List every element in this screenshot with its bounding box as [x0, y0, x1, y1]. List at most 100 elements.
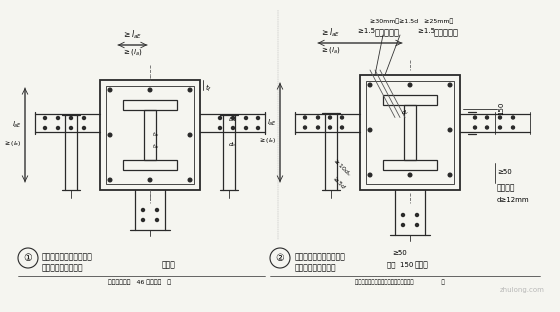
Circle shape	[316, 116, 320, 119]
Circle shape	[142, 218, 144, 222]
Text: （一）: （一）	[162, 260, 176, 269]
Circle shape	[108, 178, 112, 182]
Text: $\geq l_{aE}$: $\geq l_{aE}$	[123, 28, 143, 41]
Text: 混凝土柱的连接构造: 混凝土柱的连接构造	[295, 263, 337, 272]
Circle shape	[448, 173, 452, 177]
Circle shape	[511, 116, 515, 119]
Circle shape	[57, 116, 59, 119]
Circle shape	[368, 173, 372, 177]
Text: ②: ②	[276, 253, 284, 263]
Circle shape	[448, 83, 452, 87]
Circle shape	[82, 116, 86, 119]
Circle shape	[408, 173, 412, 177]
Circle shape	[329, 126, 332, 129]
Circle shape	[245, 116, 248, 119]
Bar	[144, 110, 156, 160]
Bar	[123, 100, 177, 110]
Circle shape	[416, 223, 418, 227]
Circle shape	[511, 126, 515, 129]
Text: 一般  150: 一般 150	[387, 262, 413, 268]
Circle shape	[188, 88, 192, 92]
Text: $t_w$: $t_w$	[152, 143, 160, 151]
Circle shape	[82, 126, 86, 129]
Bar	[123, 160, 177, 170]
Circle shape	[304, 126, 306, 129]
Bar	[106, 86, 194, 184]
Circle shape	[256, 126, 259, 129]
Bar	[100, 80, 200, 190]
Circle shape	[498, 116, 502, 119]
Circle shape	[218, 116, 222, 119]
Circle shape	[156, 208, 158, 212]
Circle shape	[474, 126, 477, 129]
Circle shape	[108, 133, 112, 137]
Bar	[366, 81, 454, 184]
Text: 纵筋直径: 纵筋直径	[497, 183, 516, 192]
Bar	[360, 75, 460, 190]
Text: 混凝土柱的连接构造: 混凝土柱的连接构造	[42, 263, 83, 272]
Text: $l_{aE}$: $l_{aE}$	[267, 117, 277, 128]
Text: 粗骨料直径: 粗骨料直径	[434, 28, 459, 37]
Text: $t_f$: $t_f$	[205, 82, 212, 94]
Text: d≥12mm: d≥12mm	[497, 197, 530, 203]
Circle shape	[402, 213, 404, 217]
Circle shape	[340, 126, 343, 129]
Text: $\geq l_{aE}$: $\geq l_{aE}$	[320, 27, 340, 39]
Circle shape	[329, 116, 332, 119]
Circle shape	[486, 116, 488, 119]
Text: （二）: （二）	[415, 260, 429, 269]
Text: $b_w$: $b_w$	[228, 115, 237, 124]
Text: ≥50: ≥50	[393, 250, 407, 256]
Circle shape	[245, 126, 248, 129]
Text: $\geq(l_a)$: $\geq(l_a)$	[122, 47, 143, 57]
Circle shape	[340, 116, 343, 119]
Circle shape	[474, 116, 477, 119]
Circle shape	[44, 116, 46, 119]
Text: 钢筋混凝土剪力墙与钢骨: 钢筋混凝土剪力墙与钢骨	[295, 252, 346, 261]
Circle shape	[108, 88, 112, 92]
Circle shape	[368, 128, 372, 132]
Circle shape	[231, 116, 235, 119]
Circle shape	[408, 83, 412, 87]
Circle shape	[402, 223, 404, 227]
Bar	[383, 95, 437, 105]
Text: zhulong.com: zhulong.com	[500, 287, 545, 293]
Text: $l_{aE}$: $l_{aE}$	[12, 120, 22, 130]
Circle shape	[69, 116, 72, 119]
Text: $t_w$: $t_w$	[152, 130, 160, 139]
Circle shape	[486, 126, 488, 129]
Text: ≥50: ≥50	[497, 169, 512, 175]
Text: 钢筋混凝土剪力墙与钢骨: 钢筋混凝土剪力墙与钢骨	[42, 252, 93, 261]
Circle shape	[304, 116, 306, 119]
Circle shape	[256, 116, 259, 119]
Circle shape	[448, 128, 452, 132]
Text: （图中附有表   46 中的符号   ）: （图中附有表 46 中的符号 ）	[109, 279, 171, 285]
Circle shape	[188, 178, 192, 182]
Text: ≥30mm，≥1.5d   ≥25mm，: ≥30mm，≥1.5d ≥25mm，	[370, 18, 453, 24]
Circle shape	[218, 126, 222, 129]
Circle shape	[416, 213, 418, 217]
Text: 粗骨料直径: 粗骨料直径	[375, 28, 400, 37]
Text: $\geq(l_a)$: $\geq(l_a)$	[3, 139, 22, 148]
Circle shape	[231, 126, 235, 129]
Text: $\geq(l_a)$: $\geq(l_a)$	[320, 45, 340, 55]
Text: $\geq10d_v$: $\geq10d_v$	[330, 156, 353, 179]
Text: $\geq5d$: $\geq5d$	[330, 173, 348, 192]
Text: 150: 150	[498, 102, 504, 115]
Bar	[383, 160, 437, 170]
Circle shape	[142, 208, 144, 212]
Text: ≥1.5: ≥1.5	[358, 28, 377, 34]
Circle shape	[188, 133, 192, 137]
Circle shape	[44, 126, 46, 129]
Circle shape	[156, 218, 158, 222]
Circle shape	[57, 126, 59, 129]
Bar	[404, 105, 416, 160]
Text: $\geq(l_a)$: $\geq(l_a)$	[259, 136, 277, 145]
Circle shape	[148, 178, 152, 182]
Circle shape	[368, 83, 372, 87]
Circle shape	[148, 88, 152, 92]
Circle shape	[316, 126, 320, 129]
Text: ①: ①	[24, 253, 32, 263]
Text: 〈图中附有钢骨混凝土柱的截面配置要求                〉: 〈图中附有钢骨混凝土柱的截面配置要求 〉	[355, 279, 445, 285]
Circle shape	[498, 126, 502, 129]
